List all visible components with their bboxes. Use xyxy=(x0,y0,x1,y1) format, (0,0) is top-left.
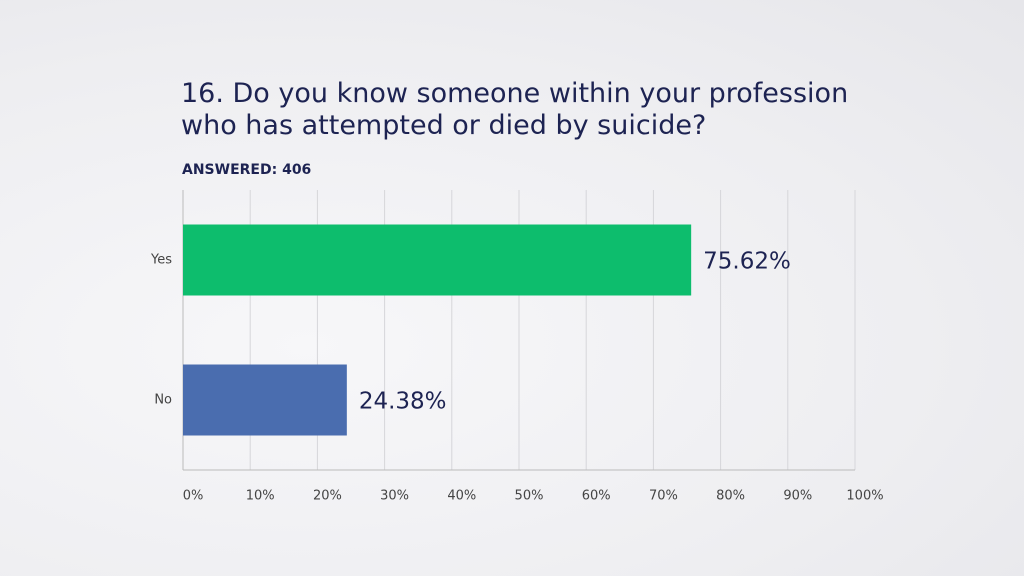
bar xyxy=(183,364,347,436)
x-tick-label: 10% xyxy=(246,489,275,504)
chart-title: 16. Do you know someone within your prof… xyxy=(181,78,849,141)
x-tick-label: 80% xyxy=(716,489,745,504)
x-tick-label: 50% xyxy=(515,489,544,504)
x-tick-label: 40% xyxy=(447,489,476,504)
x-tick-label: 100% xyxy=(846,489,883,504)
x-tick-label: 20% xyxy=(313,489,342,504)
y-tick-label: No xyxy=(154,393,172,408)
bar xyxy=(183,224,692,296)
data-label: 24.38% xyxy=(359,389,447,415)
x-tick-label: 0% xyxy=(183,489,204,504)
x-tick-label: 60% xyxy=(582,489,611,504)
x-tick-label: 90% xyxy=(783,489,812,504)
data-label: 75.62% xyxy=(703,249,791,275)
x-tick-label: 30% xyxy=(380,489,409,504)
chart-subtitle: ANSWERED: 406 xyxy=(182,162,312,178)
x-tick-label: 70% xyxy=(649,489,678,504)
y-tick-label: Yes xyxy=(150,253,172,268)
